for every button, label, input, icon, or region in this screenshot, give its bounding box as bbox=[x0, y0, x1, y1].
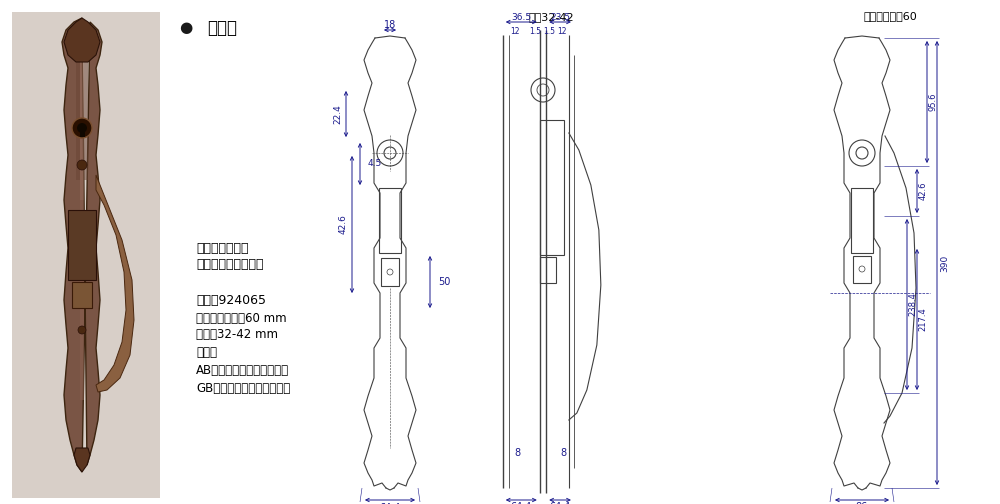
Bar bbox=[80, 200, 84, 400]
Text: 22.4: 22.4 bbox=[333, 104, 342, 124]
Text: 古代サムラッチ: 古代サムラッチ bbox=[196, 241, 248, 255]
Text: バックセット：60 mm: バックセット：60 mm bbox=[196, 311, 287, 325]
Text: 12: 12 bbox=[557, 27, 566, 35]
Text: 品番：924065: 品番：924065 bbox=[196, 293, 266, 306]
Text: バックセット60: バックセット60 bbox=[863, 11, 917, 21]
Text: 製品図: 製品図 bbox=[207, 19, 237, 37]
Text: 8: 8 bbox=[561, 448, 567, 458]
Circle shape bbox=[72, 118, 92, 138]
Text: 18: 18 bbox=[384, 20, 396, 30]
Bar bbox=[853, 256, 871, 283]
Text: ケースロック取替錠: ケースロック取替錠 bbox=[196, 259, 264, 272]
Bar bbox=[72, 282, 92, 308]
Text: 95.6: 95.6 bbox=[928, 93, 938, 111]
Text: 23.5: 23.5 bbox=[550, 13, 570, 22]
Bar bbox=[80, 30, 84, 200]
Polygon shape bbox=[74, 448, 90, 472]
Bar bbox=[84, 60, 88, 180]
Text: AB（アンティックブラス）: AB（アンティックブラス） bbox=[196, 363, 289, 376]
Text: 8: 8 bbox=[515, 448, 521, 458]
Text: 扉厚：32-42 mm: 扉厚：32-42 mm bbox=[196, 329, 278, 342]
Circle shape bbox=[77, 123, 87, 133]
Text: 12: 12 bbox=[511, 27, 520, 35]
Circle shape bbox=[77, 160, 87, 170]
Text: 36.5: 36.5 bbox=[511, 13, 531, 22]
Text: 42.6: 42.6 bbox=[918, 182, 928, 200]
Text: 仕上：: 仕上： bbox=[196, 346, 217, 358]
Text: 42.6: 42.6 bbox=[339, 215, 348, 234]
Text: ●: ● bbox=[179, 21, 193, 35]
Text: 390: 390 bbox=[940, 255, 950, 272]
Text: 64.4: 64.4 bbox=[511, 502, 532, 504]
Text: 86: 86 bbox=[856, 502, 868, 504]
Text: 1.5: 1.5 bbox=[530, 27, 542, 35]
Bar bbox=[68, 210, 96, 280]
Text: 217.4: 217.4 bbox=[918, 307, 928, 331]
Bar bbox=[851, 188, 873, 253]
Text: GB（ジャーマンブロンズ）: GB（ジャーマンブロンズ） bbox=[196, 382, 290, 395]
Text: 扉厚32-42: 扉厚32-42 bbox=[528, 12, 574, 22]
Text: 50: 50 bbox=[438, 277, 450, 287]
Polygon shape bbox=[96, 175, 134, 392]
PathPatch shape bbox=[62, 18, 102, 472]
Polygon shape bbox=[64, 18, 100, 62]
Bar bbox=[12, 12, 160, 498]
Bar bbox=[540, 257, 556, 283]
Text: 1.5: 1.5 bbox=[543, 27, 555, 35]
Text: 238.4: 238.4 bbox=[908, 292, 918, 317]
Bar bbox=[76, 60, 80, 180]
Text: 64.4: 64.4 bbox=[379, 503, 401, 504]
Text: 4.5: 4.5 bbox=[368, 159, 382, 168]
Bar bbox=[381, 258, 399, 286]
Text: 64.4: 64.4 bbox=[549, 502, 571, 504]
Bar bbox=[80, 128, 84, 137]
Circle shape bbox=[78, 326, 86, 334]
Bar bbox=[379, 188, 401, 253]
Bar bbox=[540, 120, 564, 255]
